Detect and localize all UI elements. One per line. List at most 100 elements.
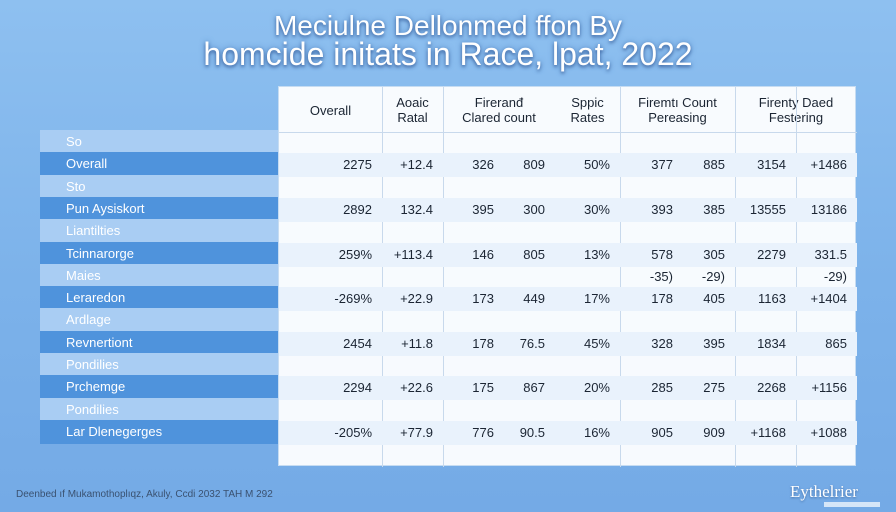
table-cell: 385: [703, 201, 725, 217]
table-cell: 259%: [338, 246, 372, 262]
table-cell: [620, 131, 683, 155]
header-label: Rates: [570, 110, 605, 125]
table-cell: 132.4: [400, 201, 433, 217]
row-label: Prchemge: [40, 375, 278, 400]
row-label: Maies: [40, 263, 278, 288]
table-cell: 2279: [757, 246, 786, 262]
table-cell: [279, 309, 382, 333]
table-cell: [555, 309, 620, 333]
table-cell: 867: [523, 380, 545, 396]
table-cell: 805: [523, 246, 545, 262]
table-cell: [796, 176, 857, 200]
table-cell: 905: [651, 424, 673, 440]
table-cell: 2275: [343, 157, 372, 173]
table-cell: 175: [472, 380, 494, 396]
header-label: Festering: [769, 110, 823, 125]
table-cell: [620, 399, 683, 423]
table-cell: +113.4: [393, 246, 433, 262]
table-cell: [382, 220, 443, 244]
table-cell: [683, 176, 735, 200]
table-cell: [683, 131, 735, 155]
row-label: Revnertiont: [40, 330, 278, 355]
header-rates: Sppic Rates: [555, 87, 620, 133]
table-cell: [443, 220, 504, 244]
table-row: -269% +22.9 173 449 17% 178 405 1163 +1404: [279, 287, 857, 312]
table-cell: -205%: [334, 424, 372, 440]
table-cell: 178: [472, 335, 494, 351]
table-cell: [683, 220, 735, 244]
table-row: 259% +113.4 146 805 13% 578 305 2279 331.5: [279, 242, 857, 267]
table-cell: -29): [823, 268, 847, 284]
table-row: 2892 132.4 395 300 30% 393 385 13555 13186: [279, 197, 857, 222]
table-row: [279, 176, 857, 200]
table-cell: 146: [472, 246, 494, 262]
table-cell: 50%: [583, 157, 610, 173]
table-cell: [279, 220, 382, 244]
table-cell: [382, 354, 443, 378]
table-cell: +1168: [750, 424, 786, 440]
column-divider: [620, 87, 621, 467]
title-line-2: homcide initats in Race, lpat, 2022: [203, 36, 693, 72]
column-divider: [796, 87, 797, 467]
table-row: [279, 399, 857, 423]
header-label: Overall: [309, 102, 352, 118]
row-label: Pun Aysiskort: [40, 196, 278, 221]
table-cell: [796, 131, 857, 155]
table-cell: [279, 399, 382, 423]
table-cell: +1404: [810, 291, 847, 307]
table-cell: [735, 265, 796, 289]
table-cell: [279, 354, 382, 378]
table-cell: [279, 265, 382, 289]
table-cell: +12.4: [400, 157, 433, 173]
table-cell: [504, 309, 555, 333]
header-label: Clared count: [462, 110, 536, 125]
table-header: Overall Aoaic Ratal Fireranđ Clared coun…: [279, 87, 857, 133]
table-cell: [620, 354, 683, 378]
header-label: Pereasing: [648, 110, 707, 125]
table-cell: [796, 309, 857, 333]
brand-logo: Eythelrier: [790, 482, 858, 501]
logo-tagline-bar: [824, 502, 880, 507]
table-cell: 331.5: [814, 246, 847, 262]
header-label: Fireranđ: [474, 95, 524, 110]
table-cell: [555, 354, 620, 378]
table-cell: 809: [523, 157, 545, 173]
table-cell: +22.6: [400, 380, 433, 396]
table-cell: [735, 176, 796, 200]
table-cell: 13186: [810, 201, 847, 217]
table-row: -205% +77.9 776 90.5 16% 905 909 +1168 +1088: [279, 420, 857, 445]
header-firearm-pereasing: Firemtı Count Pereasing: [620, 87, 735, 133]
table-cell: +1486: [810, 157, 847, 173]
row-label: Sto: [40, 174, 278, 199]
table-cell: [555, 265, 620, 289]
column-divider: [443, 87, 444, 467]
table-row: 2275 +12.4 326 809 50% 377 885 3154 +1486: [279, 153, 857, 178]
table-cell: [382, 309, 443, 333]
row-label: Lar Dlenegerges: [40, 419, 278, 444]
table-cell: [504, 176, 555, 200]
table-cell: [504, 399, 555, 423]
row-label: Leraredon: [40, 286, 278, 311]
table-cell: 909: [703, 424, 725, 440]
row-label: Pondilies: [40, 353, 278, 377]
table-row: [279, 354, 857, 378]
table-cell: 3154: [757, 157, 786, 173]
table-cell: [279, 176, 382, 200]
header-label: Firemtı Count: [638, 95, 717, 110]
column-divider: [735, 87, 736, 467]
header-festering: Firenty Daed Festering: [735, 87, 857, 133]
table-cell: [279, 131, 382, 155]
table-cell: 178: [651, 291, 673, 307]
table-cell: 76.5: [519, 335, 545, 351]
table-cell: [620, 309, 683, 333]
table-cell: [504, 265, 555, 289]
table-cell: 405: [703, 291, 725, 307]
table-cell: [796, 354, 857, 378]
table-cell: [382, 399, 443, 423]
table-row: 2294 +22.6 175 867 20% 285 275 2268 +1156: [279, 376, 857, 401]
table-cell: +22.9: [400, 291, 433, 307]
table-cell: +1156: [811, 380, 847, 396]
table-cell: [504, 131, 555, 155]
table-cell: [555, 220, 620, 244]
table-cell: 275: [703, 380, 725, 396]
